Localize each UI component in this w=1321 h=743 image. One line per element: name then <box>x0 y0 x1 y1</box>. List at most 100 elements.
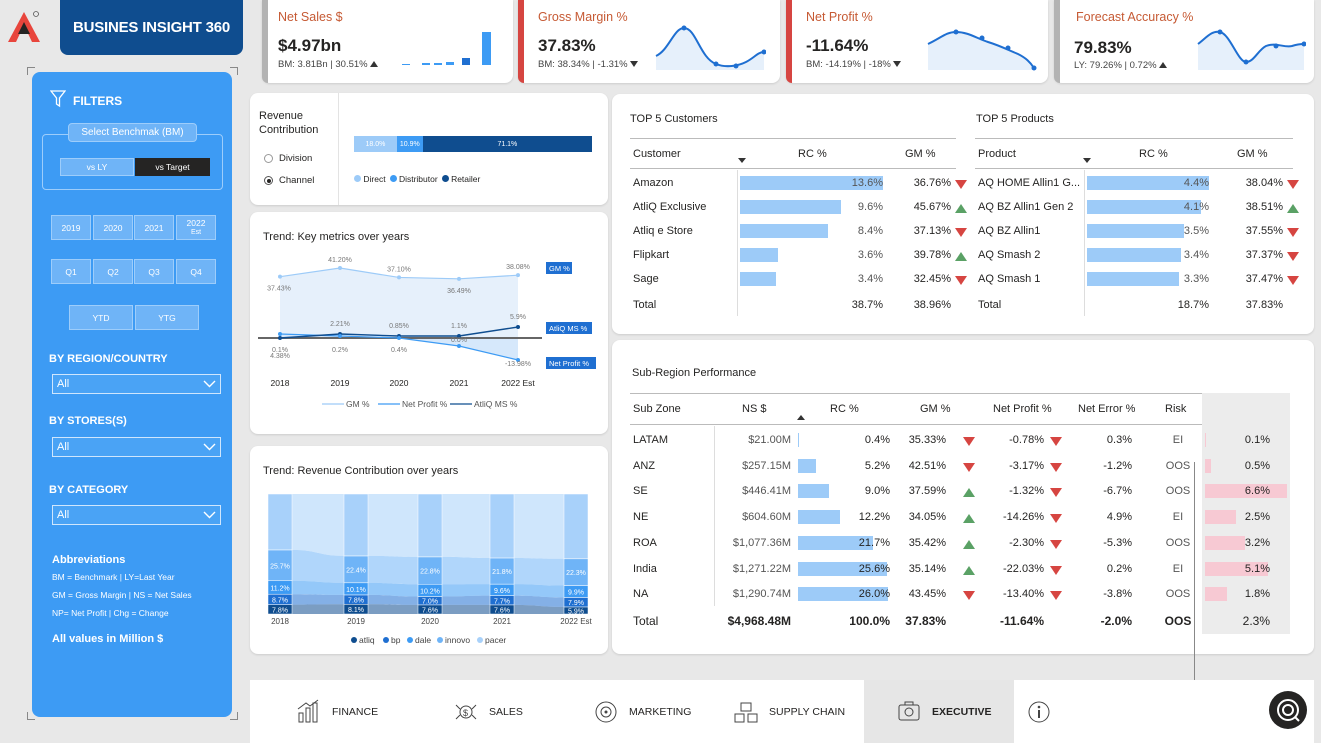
np-point[interactable] <box>457 344 461 348</box>
chevron-down-icon <box>203 380 216 388</box>
bar-segment-pacer[interactable] <box>267 493 293 551</box>
quarter-q2-button[interactable]: Q2 <box>93 259 133 284</box>
gm-point[interactable] <box>338 266 342 270</box>
kpi-net-sales[interactable]: Net Sales $ $4.97bn BM: 3.81Bn | 30.51% <box>262 0 513 83</box>
x-tick-label: 2019 <box>331 378 350 388</box>
legend-dot <box>477 637 483 643</box>
sort-desc-icon[interactable] <box>1083 158 1091 163</box>
kpi-net-profit[interactable]: Net Profit % -11.64% BM: -14.19% | -18% <box>786 0 1048 83</box>
np-point[interactable] <box>397 336 401 340</box>
nav-supply-chain[interactable]: SUPPLY CHAIN <box>733 680 845 743</box>
ms-point[interactable] <box>516 325 520 329</box>
vs-ly-button[interactable]: vs LY <box>60 158 134 176</box>
ms-point[interactable] <box>457 334 461 338</box>
quarter-q1-button[interactable]: Q1 <box>51 259 91 284</box>
row-name: AQ BZ Allin1 Gen 2 <box>978 201 1074 213</box>
year-2022-button[interactable]: 2022 Est <box>176 215 216 240</box>
table-row[interactable]: ANZ $257.15M 5.2% 42.51% -3.17% -1.2% OO… <box>630 454 1290 479</box>
column-header[interactable]: Customer <box>633 148 681 160</box>
table-row[interactable]: AQ Smash 1 3.3% 37.47% <box>975 268 1299 292</box>
table-row[interactable]: ROA $1,077.36M 21.7% 35.42% -2.30% -5.3%… <box>630 531 1290 556</box>
ribbon-innovo <box>514 557 564 586</box>
column-header[interactable]: GM % <box>920 403 951 415</box>
gm-point[interactable] <box>278 274 282 279</box>
sort-desc-icon[interactable] <box>738 158 746 163</box>
table-row[interactable]: Flipkart 3.6% 39.78% <box>630 244 967 268</box>
kpi-gross-margin[interactable]: Gross Margin % 37.83% BM: 38.34% | -1.31… <box>518 0 780 83</box>
x-tick-label: 2020 <box>390 378 409 388</box>
chat-assistant-button[interactable] <box>1269 691 1307 729</box>
table-row[interactable]: Amazon 13.6% 36.76% <box>630 172 967 196</box>
bar-segment-innovo[interactable] <box>489 557 515 585</box>
year-2020-button[interactable]: 2020 <box>93 215 133 240</box>
bar-segment-innovo[interactable] <box>563 558 589 586</box>
year-2021-button[interactable]: 2021 <box>134 215 174 240</box>
nav-info[interactable] <box>1027 680 1061 743</box>
quarter-q4-button[interactable]: Q4 <box>176 259 216 284</box>
table-row[interactable]: LATAM $21.00M 0.4% 35.33% -0.78% 0.3% EI… <box>630 428 1290 453</box>
finance-icon <box>297 699 319 722</box>
gm-point[interactable] <box>457 276 461 281</box>
column-header[interactable]: Product <box>978 148 1016 160</box>
bar-segment-pacer[interactable] <box>489 493 515 559</box>
bar-segment-innovo[interactable] <box>417 556 443 585</box>
column-header[interactable]: NS $ <box>742 403 767 415</box>
column-header[interactable]: RC % <box>830 403 859 415</box>
trend-down-icon <box>1050 539 1062 549</box>
nav-executive[interactable]: EXECUTIVE <box>864 680 1014 743</box>
table-row[interactable]: AQ Smash 2 3.4% 37.37% <box>975 244 1299 268</box>
bar-segment-innovo[interactable] <box>267 549 293 582</box>
rc-segment-distributor[interactable]: 10.9% <box>396 136 423 152</box>
vs-target-button[interactable]: vs Target <box>135 158 210 176</box>
sort-asc-icon[interactable] <box>797 415 805 420</box>
bar-segment-pacer[interactable] <box>343 493 369 557</box>
table-row[interactable]: Atliq e Store 8.4% 37.13% <box>630 220 967 244</box>
nav-finance[interactable]: FINANCE <box>296 680 378 743</box>
ytg-button[interactable]: YTG <box>135 305 199 330</box>
net-profit-value: -22.03% <box>1003 562 1044 575</box>
channel-option[interactable]: Channel <box>264 175 314 186</box>
category-dropdown[interactable]: All <box>52 505 221 525</box>
column-header[interactable]: Risk <box>1165 403 1187 415</box>
risk-value: EI <box>1172 511 1184 524</box>
gm-point[interactable] <box>516 273 520 278</box>
table-row[interactable]: AtliQ Exclusive 9.6% 45.67% <box>630 196 967 220</box>
table-row[interactable]: SE $446.41M 9.0% 37.59% -1.32% -6.7% OOS… <box>630 479 1290 504</box>
nav-sales[interactable]: $ SALES <box>453 680 523 743</box>
ytd-button[interactable]: YTD <box>69 305 133 330</box>
table-row[interactable]: India $1,271.22M 25.6% 35.14% -22.03% 0.… <box>630 557 1290 582</box>
nav-marketing[interactable]: MARKETING <box>593 680 691 743</box>
quarter-q3-button[interactable]: Q3 <box>134 259 174 284</box>
bar-segment-pacer[interactable] <box>417 493 443 558</box>
table-row[interactable]: Sage 3.4% 32.45% <box>630 268 967 292</box>
np-point[interactable] <box>516 358 520 362</box>
column-header[interactable]: GM % <box>905 148 936 160</box>
stores-dropdown[interactable]: All <box>52 437 221 457</box>
gm-point[interactable] <box>397 275 401 280</box>
bar-segment-pacer[interactable] <box>563 493 589 560</box>
rc-value: 13.6% <box>851 177 883 189</box>
np-point[interactable] <box>278 332 282 336</box>
row-name: AQ Smash 1 <box>978 273 1041 285</box>
rc-segment-retailer[interactable]: 71.1% <box>422 136 592 152</box>
column-header[interactable]: RC % <box>798 148 827 160</box>
np-point[interactable] <box>338 334 342 338</box>
column-header[interactable]: GM % <box>1237 148 1268 160</box>
division-option[interactable]: Division <box>264 153 312 164</box>
rc-segment-direct[interactable]: 18.0% <box>354 136 397 152</box>
column-header[interactable]: RC % <box>1139 148 1168 160</box>
table-row[interactable]: AQ BZ Allin1 Gen 2 4.1% 38.51% <box>975 196 1299 220</box>
ms-label: 1.1% <box>451 323 467 330</box>
column-header[interactable]: Net Error % <box>1078 403 1136 415</box>
scrollbar-line[interactable] <box>1194 462 1195 710</box>
table-row[interactable]: AQ HOME Allin1 G... 4.4% 38.04% <box>975 172 1299 196</box>
table-row[interactable]: NA $1,290.74M 26.0% 43.45% -13.40% -3.8%… <box>630 582 1290 607</box>
region-dropdown[interactable]: All <box>52 374 221 394</box>
year-2019-button[interactable]: 2019 <box>51 215 91 240</box>
column-header[interactable]: Net Profit % <box>993 403 1052 415</box>
kpi-forecast-accuracy[interactable]: Forecast Accuracy % 79.83% LY: 79.26% | … <box>1054 0 1314 83</box>
table-row[interactable]: NE $604.60M 12.2% 34.05% -14.26% 4.9% EI… <box>630 505 1290 530</box>
column-header[interactable]: Sub Zone <box>633 403 681 415</box>
ms-point[interactable] <box>278 336 282 340</box>
table-row[interactable]: AQ BZ Allin1 3.5% 37.55% <box>975 220 1299 244</box>
